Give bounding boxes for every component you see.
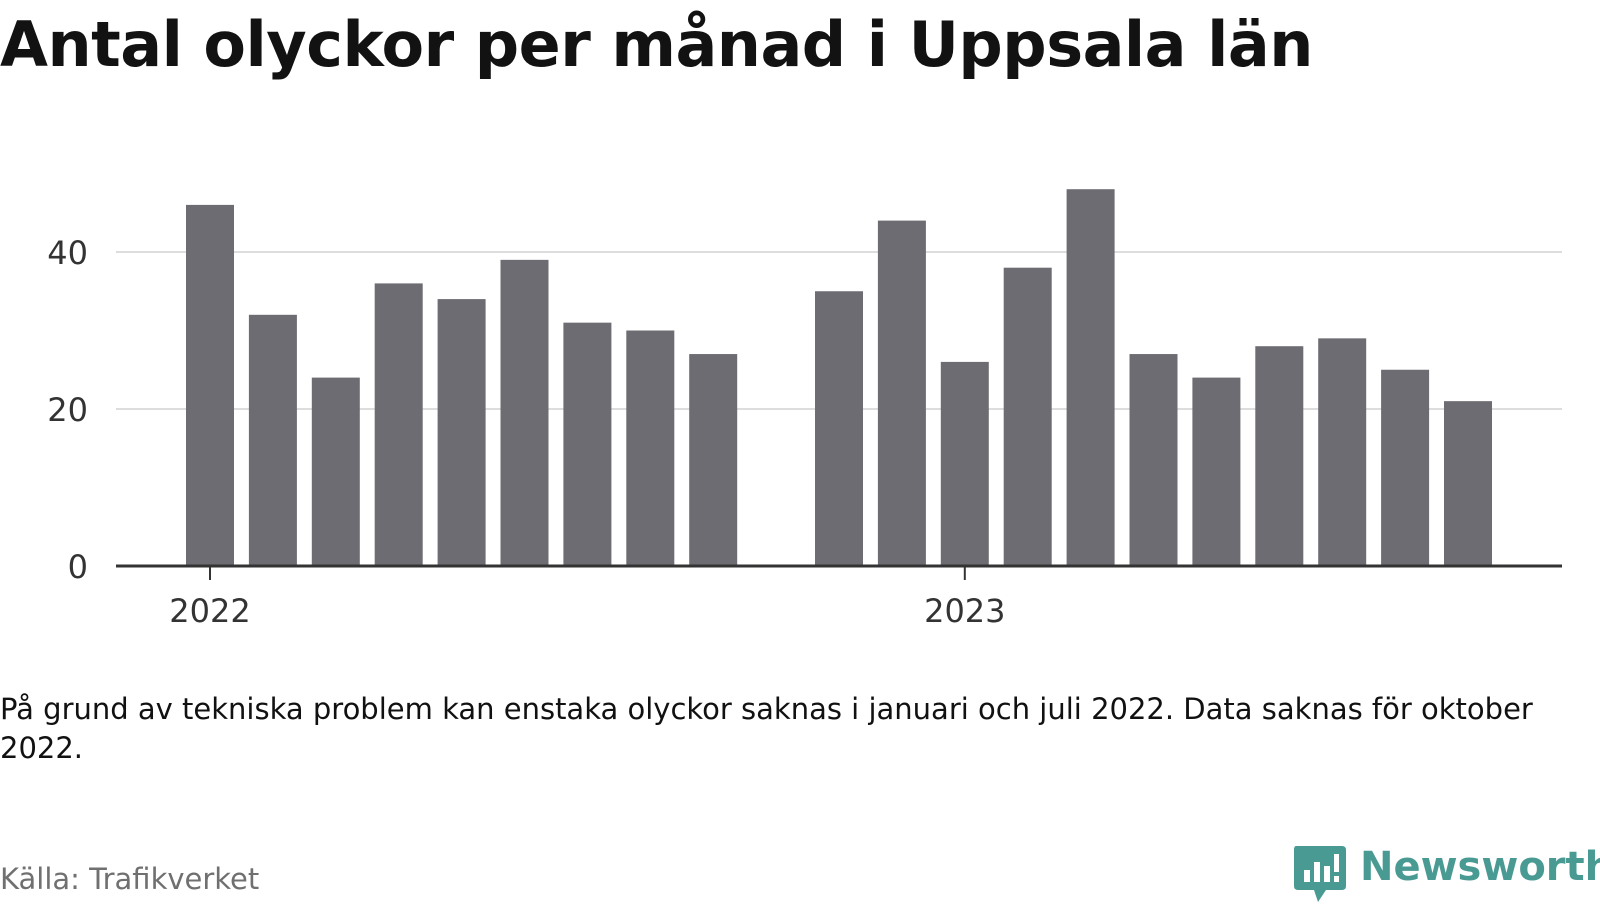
bar xyxy=(626,330,675,566)
bar xyxy=(1381,369,1430,566)
bar xyxy=(374,283,423,566)
y-tick-label: 0 xyxy=(68,548,88,586)
bar xyxy=(311,377,360,566)
labels: 0 20 40 2022 2023 xyxy=(47,234,1005,630)
bar xyxy=(1444,401,1492,566)
chart-note: På grund av tekniska problem kan enstaka… xyxy=(0,692,1533,765)
bar xyxy=(1003,267,1052,566)
x-tick-label: 2022 xyxy=(169,592,250,630)
bar-chart: 0 20 40 2022 2023 xyxy=(47,189,1562,630)
bar xyxy=(689,354,738,566)
bar xyxy=(1129,354,1178,566)
bars xyxy=(186,189,1492,566)
brand-name: Newsworthy xyxy=(1360,844,1600,890)
bar xyxy=(940,361,989,566)
bar xyxy=(1066,189,1115,566)
bar xyxy=(563,322,612,566)
bar xyxy=(877,220,926,566)
source-credit: Källa: Trafikverket xyxy=(0,862,260,896)
y-tick-label: 20 xyxy=(47,391,88,429)
bar xyxy=(248,314,297,566)
bar xyxy=(1255,346,1304,566)
x-tick-label: 2023 xyxy=(924,592,1005,630)
bar xyxy=(815,291,863,566)
newsworthy-logo-icon xyxy=(1294,846,1346,902)
bar xyxy=(437,299,486,566)
bar xyxy=(500,259,549,566)
bar xyxy=(186,204,234,566)
y-tick-label: 40 xyxy=(47,234,88,272)
bar xyxy=(1192,377,1241,566)
x-axis xyxy=(116,564,1562,580)
bar xyxy=(1318,338,1367,566)
chart-title: Antal olyckor per månad i Uppsala län xyxy=(0,8,1313,81)
